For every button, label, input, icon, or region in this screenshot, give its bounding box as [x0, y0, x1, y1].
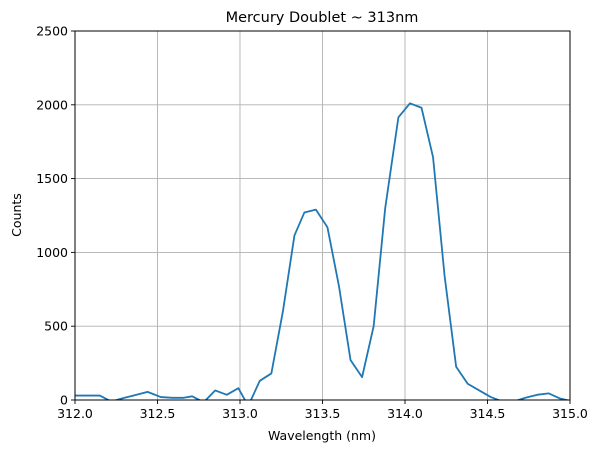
series-line [75, 102, 570, 400]
x-tick-label: 315.0 [552, 406, 588, 421]
x-tick-label: 312.0 [57, 406, 93, 421]
chart-title: Mercury Doublet ~ 313nm [226, 10, 419, 26]
y-tick-label: 2000 [36, 97, 68, 112]
x-tick-label: 312.5 [140, 406, 176, 421]
x-axis-label: Wavelength (nm) [268, 428, 376, 443]
y-tick-label: 1000 [36, 245, 68, 260]
axis-ticks: 312.0 312.5 313.0 313.5 314.0 314.5 315.0 0 500 1… [36, 24, 588, 422]
y-tick-label: 0 [60, 393, 68, 408]
y-tick-label: 2500 [36, 24, 68, 39]
x-tick-label: 314.0 [387, 406, 423, 421]
y-axis-label: Counts [9, 193, 24, 237]
series-layer [75, 102, 570, 400]
y-tick-label: 500 [44, 319, 68, 334]
grid [74, 30, 571, 401]
x-tick-label: 313.5 [305, 406, 341, 421]
x-tick-label: 314.5 [470, 406, 506, 421]
x-tick-label: 313.0 [222, 406, 258, 421]
y-tick-label: 1500 [36, 171, 68, 186]
